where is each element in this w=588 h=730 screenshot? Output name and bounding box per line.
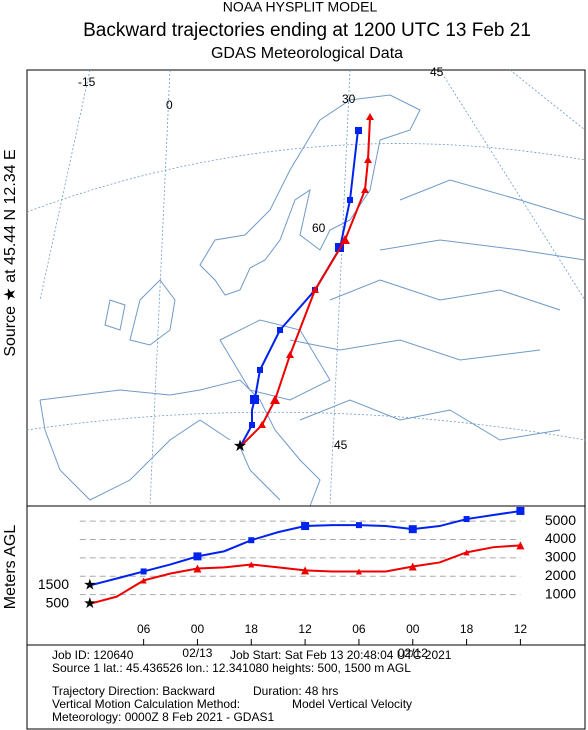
marker (193, 552, 202, 561)
x-tick-label: 06 (137, 622, 151, 636)
trajectory-500-markers (258, 113, 374, 428)
marker (355, 568, 362, 575)
subtitle: GDAS Meteorological Data (211, 45, 403, 62)
marker (463, 516, 470, 523)
marker (516, 541, 525, 550)
footer-text: Trajectory Direction: Backward (52, 684, 215, 698)
series-label: 1500 (38, 576, 69, 592)
marker (301, 566, 310, 575)
map: -15 0 30 45 60 45 ★ (26, 65, 586, 507)
marker (248, 561, 255, 568)
footer: Job ID: 120640 Job Start: Sat Feb 13 20:… (52, 648, 452, 724)
marker (355, 522, 362, 529)
x-tick-label: 00 (191, 622, 205, 636)
grid-label: 45 (334, 438, 348, 452)
footer-text: Duration: 48 hrs (253, 684, 338, 698)
footer-text: Vertical Motion Calculation Method: (52, 697, 240, 711)
model: NOAA HYSPLIT MODEL (223, 0, 378, 15)
footer-text: Meteorology: 0000Z 8 Feb 2021 - GDAS1 (52, 710, 274, 724)
y-tick-label: 1000 (545, 585, 576, 601)
grid-labels: -15 0 30 45 60 45 (78, 65, 444, 452)
grid-label: 30 (342, 92, 356, 106)
grid-label: 45 (430, 65, 444, 79)
source-label: Source ★ at 45.44 N 12.34 E (2, 149, 19, 356)
trajectory-1500 (239, 129, 359, 448)
x-tick-label: 00 (406, 622, 420, 636)
start-star: ★ (83, 595, 96, 612)
height-chart: 1000 2000 3000 4000 5000 06 00 18 12 06 00 18 12 02/1… (26, 505, 586, 660)
start-star: ★ (83, 576, 96, 593)
marker (140, 568, 147, 575)
footer-frame (26, 644, 586, 730)
series-label: 500 (46, 595, 70, 611)
date-label: 02/12 (398, 646, 428, 660)
marker (140, 577, 147, 584)
y-tick-label: 4000 (545, 530, 576, 546)
marker (516, 506, 525, 515)
x-tick-label: 12 (514, 622, 528, 636)
marker (408, 525, 417, 534)
x-tick-label: 18 (460, 622, 474, 636)
title: Backward trajectories ending at 1200 UTC… (83, 20, 531, 41)
date-label: 02/13 (182, 646, 212, 660)
footer-text: Job ID: 120640 (52, 648, 134, 662)
footer-text: Job Start: Sat Feb 13 20:48:04 UTC 2021 (230, 648, 452, 662)
footer-text: Source 1 lat.: 45.436526 lon.: 12.341080… (52, 661, 411, 675)
marker (301, 522, 310, 531)
x-tick-label: 18 (245, 622, 259, 636)
coastlines (39, 94, 586, 507)
marker (408, 562, 417, 571)
marker (248, 537, 255, 544)
footer-text: Model Vertical Velocity (292, 697, 412, 711)
source-star: ★ (233, 438, 247, 455)
map-frame (26, 69, 586, 507)
y-label: Meters AGL (2, 525, 19, 610)
y-tick-label: 2000 (545, 567, 576, 583)
grid-label: 60 (312, 221, 326, 235)
x-tick-label: 12 (298, 622, 312, 636)
marker (193, 564, 202, 573)
x-tick-label: 06 (352, 622, 366, 636)
y-tick-label: 5000 (545, 512, 576, 528)
y-tick-label: 3000 (545, 549, 576, 565)
marker (463, 549, 470, 556)
grid-label: -15 (78, 75, 96, 89)
grid-label: 0 (166, 98, 173, 112)
